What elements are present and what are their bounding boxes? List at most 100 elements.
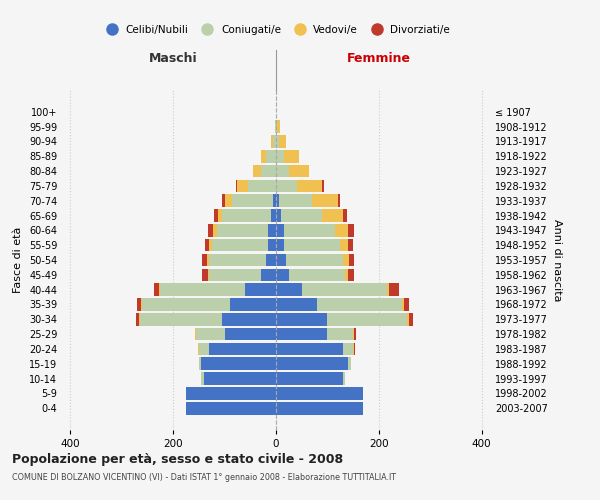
Bar (335, 224, 348, 236)
Bar (222, 209, 271, 222)
Bar (277, 120, 280, 133)
Bar (208, 268, 209, 281)
Bar (407, 313, 409, 326)
Bar (276, 209, 281, 222)
Bar (276, 358, 348, 370)
Legend: Celibi/Nubili, Coniugati/e, Vedovi/e, Divorziati/e: Celibi/Nubili, Coniugati/e, Vedovi/e, Di… (98, 20, 454, 38)
Bar (248, 180, 276, 192)
Bar (284, 150, 299, 162)
Bar (276, 372, 343, 385)
Bar (206, 254, 209, 266)
Bar (274, 194, 276, 207)
Bar (224, 194, 232, 207)
Bar (204, 372, 276, 385)
Bar (213, 224, 217, 236)
Bar (208, 224, 213, 236)
Bar (154, 284, 159, 296)
Bar (348, 224, 354, 236)
Bar (238, 180, 248, 192)
Bar (276, 268, 289, 281)
Y-axis label: Anni di nascita: Anni di nascita (551, 218, 562, 301)
Bar (217, 224, 268, 236)
Bar (222, 313, 276, 326)
Bar (276, 313, 328, 326)
Bar (278, 135, 286, 147)
Text: Femmine: Femmine (347, 52, 411, 65)
Bar (209, 239, 212, 252)
Bar (276, 402, 364, 414)
Bar (209, 268, 260, 281)
Bar (328, 313, 407, 326)
Text: COMUNE DI BOLZANO VICENTINO (VI) - Dati ISTAT 1° gennaio 2008 - Elaborazione TUT: COMUNE DI BOLZANO VICENTINO (VI) - Dati … (12, 474, 396, 482)
Bar (142, 298, 230, 311)
Bar (409, 313, 413, 326)
Bar (286, 254, 343, 266)
Bar (266, 254, 276, 266)
Bar (289, 165, 310, 177)
Bar (340, 239, 348, 252)
Bar (268, 224, 276, 236)
Bar (404, 298, 409, 311)
Bar (386, 284, 389, 296)
Bar (284, 239, 340, 252)
Bar (302, 284, 386, 296)
Bar (317, 298, 402, 311)
Bar (281, 209, 322, 222)
Bar (202, 254, 206, 266)
Bar (353, 342, 354, 355)
Bar (348, 239, 353, 252)
Bar (275, 120, 276, 133)
Bar (232, 194, 274, 207)
Bar (141, 298, 142, 311)
Bar (343, 372, 346, 385)
Bar (296, 180, 322, 192)
Bar (271, 209, 276, 222)
Bar (276, 239, 284, 252)
Bar (212, 239, 268, 252)
Bar (236, 180, 238, 192)
Bar (276, 298, 317, 311)
Bar (260, 165, 276, 177)
Bar (195, 328, 196, 340)
Bar (276, 120, 277, 133)
Bar (322, 180, 324, 192)
Bar (276, 342, 343, 355)
Bar (139, 313, 140, 326)
Bar (276, 328, 328, 340)
Bar (230, 298, 276, 311)
Bar (268, 239, 276, 252)
Bar (202, 358, 276, 370)
Bar (402, 298, 404, 311)
Bar (202, 268, 208, 281)
Bar (276, 165, 289, 177)
Bar (209, 254, 266, 266)
Bar (322, 209, 343, 222)
Bar (276, 224, 284, 236)
Bar (159, 284, 160, 296)
Bar (186, 387, 276, 400)
Bar (218, 209, 222, 222)
Bar (338, 194, 340, 207)
Bar (276, 254, 286, 266)
Bar (343, 342, 353, 355)
Bar (202, 372, 204, 385)
Bar (289, 268, 346, 281)
Bar (137, 298, 141, 311)
Bar (353, 328, 354, 340)
Bar (274, 135, 276, 147)
Bar (266, 150, 276, 162)
Bar (214, 209, 218, 222)
Bar (349, 254, 354, 266)
Y-axis label: Fasce di età: Fasce di età (13, 227, 23, 293)
Bar (199, 342, 209, 355)
Bar (260, 150, 266, 162)
Bar (312, 194, 338, 207)
Bar (328, 328, 353, 340)
Bar (205, 239, 209, 252)
Bar (196, 328, 224, 340)
Bar (260, 268, 276, 281)
Bar (276, 284, 302, 296)
Bar (284, 224, 335, 236)
Bar (276, 150, 284, 162)
Bar (389, 284, 400, 296)
